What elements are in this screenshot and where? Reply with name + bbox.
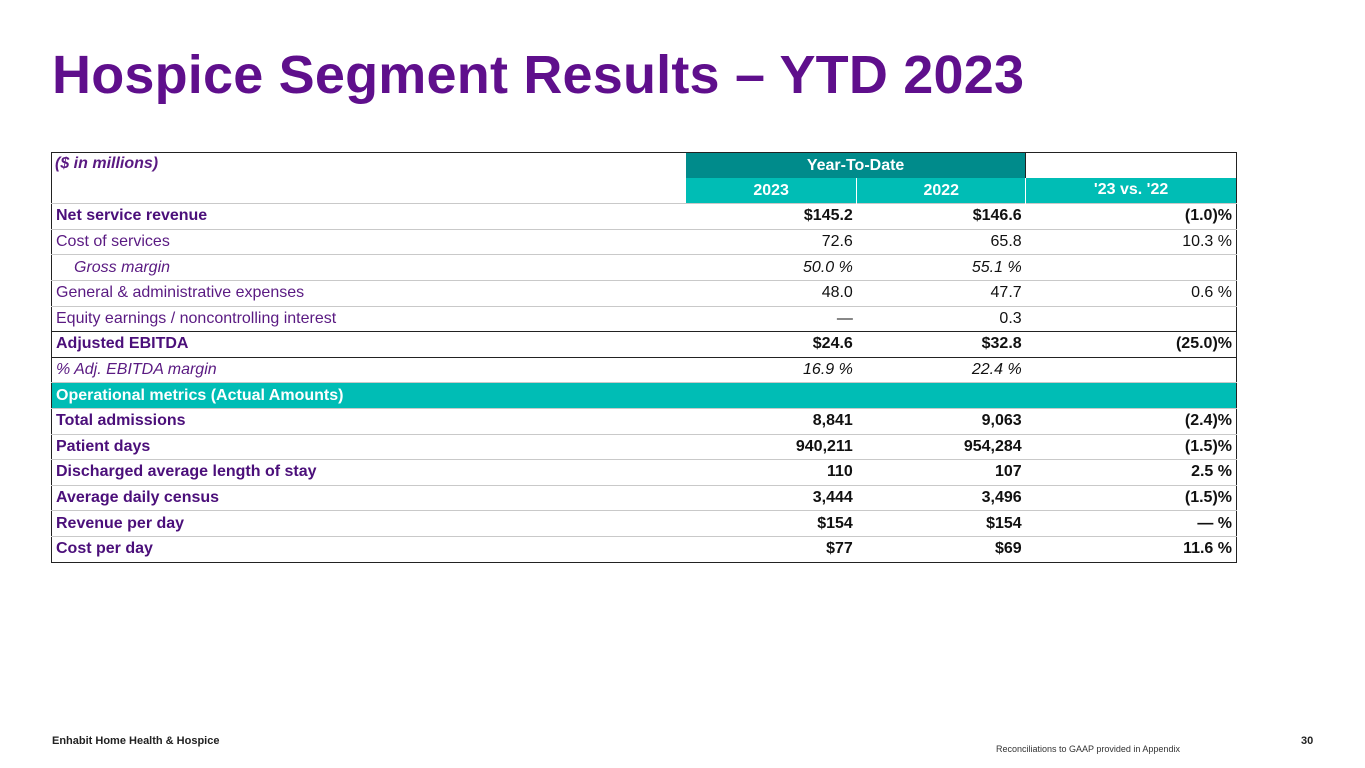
page-number: 30 [1301, 735, 1314, 747]
value-2023: 8,841 [685, 407, 857, 435]
value-change: 11.6 % [1025, 535, 1237, 562]
row-label: Total admissions [51, 407, 686, 435]
table-row: Patient days 940,211 954,284 (1.5)% [51, 433, 1237, 460]
footer-company-name: Enhabit Home Health & Hospice [52, 735, 220, 747]
row-label: Discharged average length of stay [51, 459, 686, 486]
value-change: (1.0)% [1025, 203, 1237, 230]
table-row: Total admissions 8,841 9,063 (2.4)% [51, 407, 1237, 435]
value-change: — % [1025, 510, 1237, 537]
row-label: Adjusted EBITDA [51, 331, 686, 358]
row-label: Gross margin [51, 254, 686, 281]
table-row: % Adj. EBITDA margin 16.9 % 22.4 % [51, 356, 1237, 383]
value-change: 10.3 % [1025, 228, 1237, 255]
value-2022: $32.8 [856, 331, 1026, 358]
value-change: (1.5)% [1025, 484, 1237, 511]
value-2023: 72.6 [685, 228, 857, 255]
table-row: Revenue per day $154 $154 — % [51, 510, 1237, 537]
value-2023: $77 [685, 535, 857, 562]
value-change [1025, 305, 1237, 332]
value-2023: 940,211 [685, 433, 857, 460]
value-2023: $24.6 [685, 331, 857, 358]
hospice-results-table: ($ in millions) Year-To-Date 2023 2022 '… [51, 152, 1237, 563]
value-2022: 107 [856, 459, 1026, 486]
value-2022: 3,496 [856, 484, 1026, 511]
units-label: ($ in millions) [55, 155, 159, 172]
row-label: Cost per day [51, 535, 686, 562]
value-2023: 110 [685, 459, 857, 486]
value-2022: $146.6 [856, 203, 1026, 230]
value-change: (2.4)% [1025, 407, 1237, 435]
table-row: Adjusted EBITDA $24.6 $32.8 (25.0)% [51, 331, 1237, 358]
operational-metrics-header-row: Operational metrics (Actual Amounts) [51, 382, 1237, 409]
value-2023: 3,444 [685, 484, 857, 511]
table-header-row-1: ($ in millions) Year-To-Date [52, 152, 1237, 179]
value-2022: 22.4 % [856, 356, 1026, 383]
row-label: Average daily census [51, 484, 686, 511]
value-2022: 0.3 [856, 305, 1026, 332]
table-header-row-2: 2023 2022 '23 vs. '22 [52, 178, 1237, 204]
footer-gaap-note: Reconciliations to GAAP provided in Appe… [996, 744, 1180, 754]
change-header-top [1025, 152, 1237, 179]
year-to-date-header: Year-To-Date [685, 152, 1026, 179]
table-row: General & administrative expenses 48.0 4… [51, 279, 1237, 307]
value-2022: 65.8 [856, 228, 1026, 255]
year-2022-header: 2022 [856, 178, 1026, 204]
value-change: (25.0)% [1025, 331, 1237, 358]
operational-metrics-header: Operational metrics (Actual Amounts) [51, 382, 1237, 409]
page-title: Hospice Segment Results – YTD 2023 [52, 45, 1025, 105]
value-2023: $154 [685, 510, 857, 537]
table-row: Net service revenue $145.2 $146.6 (1.0)% [51, 203, 1237, 230]
value-2023: 50.0 % [685, 254, 857, 281]
value-2022: 55.1 % [856, 254, 1026, 281]
row-label: General & administrative expenses [51, 279, 686, 307]
table-row: Cost per day $77 $69 11.6 % [51, 535, 1237, 562]
value-2022: 954,284 [856, 433, 1026, 460]
row-label: Net service revenue [51, 203, 686, 230]
value-change: 2.5 % [1025, 459, 1237, 486]
value-change [1025, 254, 1237, 281]
value-2023: $145.2 [685, 203, 857, 230]
row-label: Cost of services [51, 228, 686, 255]
value-2023: — [685, 305, 857, 332]
value-change: (1.5)% [1025, 433, 1237, 460]
value-change [1025, 356, 1237, 383]
value-2023: 16.9 % [685, 356, 857, 383]
value-change: 0.6 % [1025, 279, 1237, 307]
row-label: Equity earnings / noncontrolling interes… [51, 305, 686, 332]
table-row: Gross margin 50.0 % 55.1 % [51, 254, 1237, 281]
row-label: % Adj. EBITDA margin [51, 356, 686, 383]
table-row: Equity earnings / noncontrolling interes… [51, 305, 1237, 332]
table-row: Discharged average length of stay 110 10… [51, 459, 1237, 486]
value-2022: 47.7 [856, 279, 1026, 307]
table-row: Average daily census 3,444 3,496 (1.5)% [51, 484, 1237, 511]
value-2022: $69 [856, 535, 1026, 562]
year-2023-header: 2023 [685, 178, 858, 204]
change-header: '23 vs. '22 [1025, 178, 1237, 204]
row-label: Revenue per day [51, 510, 686, 537]
value-2023: 48.0 [685, 279, 857, 307]
value-2022: 9,063 [856, 407, 1026, 435]
table-row: Cost of services 72.6 65.8 10.3 % [51, 228, 1237, 255]
value-2022: $154 [856, 510, 1026, 537]
row-label: Patient days [51, 433, 686, 460]
